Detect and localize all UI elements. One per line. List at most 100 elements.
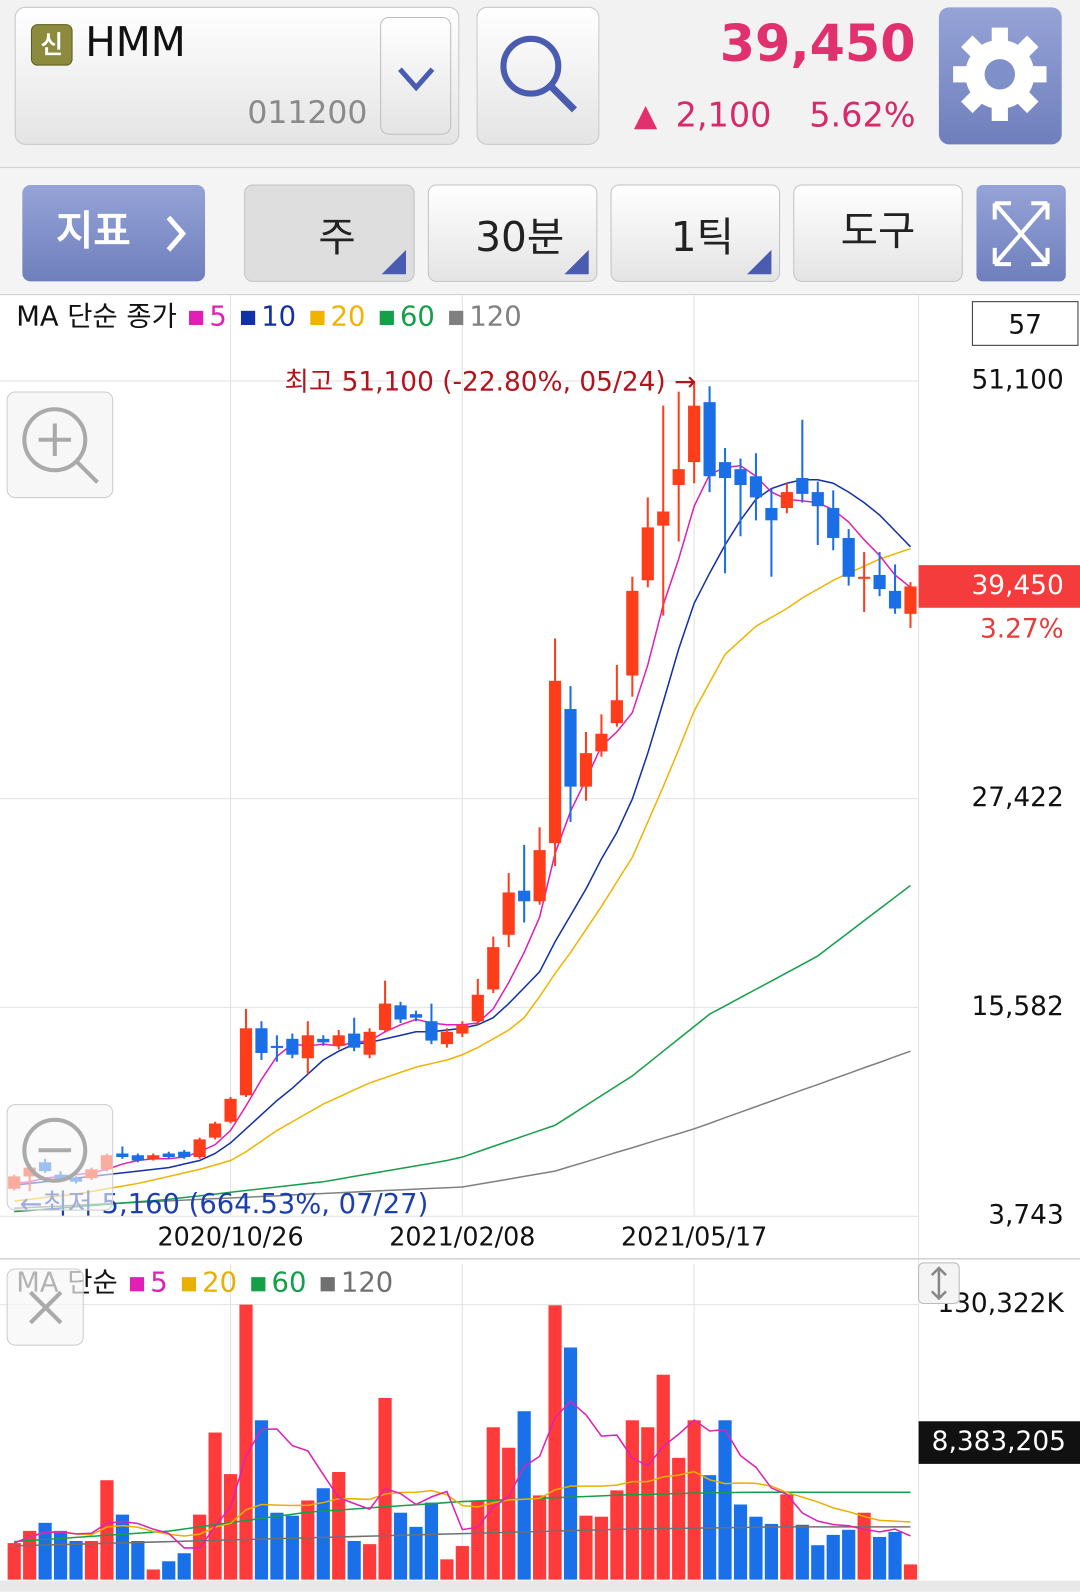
volume-bar <box>842 1529 856 1580</box>
candle-body <box>672 469 685 486</box>
volume-bar <box>393 1512 408 1580</box>
legend-swatch <box>251 1277 266 1292</box>
volume-bar <box>548 1305 562 1580</box>
current-volume-label: 8,383,205 <box>932 1427 1066 1457</box>
volume-bar <box>162 1561 176 1580</box>
candle-body <box>657 511 670 526</box>
candle-body <box>873 574 886 590</box>
period-button[interactable] <box>244 184 415 282</box>
tick-button[interactable] <box>610 184 781 282</box>
bottom-strip <box>0 1580 1080 1592</box>
volume-bar <box>424 1502 439 1580</box>
legend-label: 120 <box>469 301 521 332</box>
resize-icon <box>930 1266 947 1301</box>
stock-code: 011200 <box>247 95 367 131</box>
candle-body <box>425 1021 438 1041</box>
dropdown-button[interactable] <box>380 16 452 135</box>
corner-mark <box>564 249 589 275</box>
candle-body <box>131 1155 144 1161</box>
current-price-label: 39,450 <box>971 571 1063 601</box>
volume-bar <box>301 1500 315 1580</box>
volume-bar <box>254 1420 269 1580</box>
legend-label: 60 <box>272 1268 307 1299</box>
zoom-out-icon <box>22 1117 88 1183</box>
corner-mark <box>747 249 772 275</box>
ma-line <box>14 547 911 1202</box>
volume-bar <box>579 1515 593 1580</box>
volume-bar <box>502 1447 516 1580</box>
volume-bar <box>687 1420 701 1580</box>
interval-button[interactable] <box>427 184 598 282</box>
candle-body <box>518 890 531 902</box>
stock-box[interactable] <box>14 6 460 145</box>
candle-body <box>548 680 562 844</box>
candle-body <box>239 1028 253 1096</box>
candle-body <box>162 1153 175 1158</box>
indicator-button[interactable] <box>22 184 206 282</box>
ma-line <box>14 884 911 1213</box>
zoom-in-icon <box>22 407 88 473</box>
legend-label: 5 <box>150 1268 167 1299</box>
candle-body <box>703 402 716 477</box>
candle-body <box>718 462 732 478</box>
volume-bar <box>533 1495 547 1580</box>
current-pct-label: 3.27% <box>980 615 1064 645</box>
candle-body <box>378 1003 392 1031</box>
y-tick-label: 51,100 <box>971 365 1063 395</box>
candle-body <box>533 850 546 902</box>
volume-bar <box>641 1427 655 1580</box>
period-label: 주 <box>318 213 355 261</box>
volume-bar <box>517 1411 531 1580</box>
legend-label: 20 <box>202 1268 237 1299</box>
candle-body <box>827 507 840 538</box>
candle-body <box>209 1123 222 1138</box>
volume-bar <box>440 1559 454 1580</box>
volume-bar <box>409 1526 423 1580</box>
volume-bar <box>285 1515 299 1580</box>
chevron <box>398 67 435 92</box>
search-button[interactable] <box>476 6 600 145</box>
volume-bar <box>53 1530 68 1580</box>
top-box <box>971 301 1079 346</box>
volume-bar <box>131 1540 145 1580</box>
volume-bar <box>811 1545 825 1580</box>
candle-body <box>595 733 608 752</box>
candle-body <box>564 709 577 787</box>
volume-bar <box>718 1420 732 1580</box>
candle-body <box>579 753 593 787</box>
tools-button[interactable] <box>793 184 963 282</box>
legend-label: 10 <box>261 301 296 332</box>
volume-bar <box>69 1540 83 1580</box>
volume-bar <box>594 1516 609 1580</box>
volume-ma-line <box>13 1400 911 1549</box>
tick-label: 1틱 <box>671 213 734 261</box>
candle-body <box>749 476 763 498</box>
expand-icon <box>992 201 1050 267</box>
y-tick-label: 15,582 <box>971 992 1063 1022</box>
volume-bar <box>177 1553 191 1580</box>
volume-ma-line <box>13 1470 911 1544</box>
candle-body <box>811 492 824 507</box>
zoom-in-icon <box>38 423 99 484</box>
indicator-label: 지표 <box>56 207 131 255</box>
candle-body <box>641 527 654 581</box>
volume-bar <box>872 1536 887 1580</box>
candle-body <box>224 1098 237 1122</box>
x-tick-label: 2020/10/26 <box>157 1222 303 1252</box>
volume-bar <box>749 1516 763 1580</box>
candle-body <box>904 586 917 614</box>
candle-body <box>734 469 747 486</box>
volume-plot: 130,322K <box>0 1289 1064 1580</box>
volume-bar <box>363 1544 377 1580</box>
volume-bar <box>332 1471 346 1580</box>
price-plot: 3,743 15,582 27,422 51,100 2020/10/26 2021/02… <box>0 294 1080 1580</box>
change-pct: 5.62% <box>809 95 915 134</box>
legend-swatch <box>129 1277 145 1292</box>
candle-body <box>301 1035 314 1059</box>
candle-body <box>116 1153 129 1158</box>
candle-body <box>255 1028 268 1053</box>
legend-swatch <box>320 1277 335 1292</box>
legend-swatch <box>240 310 256 326</box>
legend-swatch <box>449 310 464 326</box>
